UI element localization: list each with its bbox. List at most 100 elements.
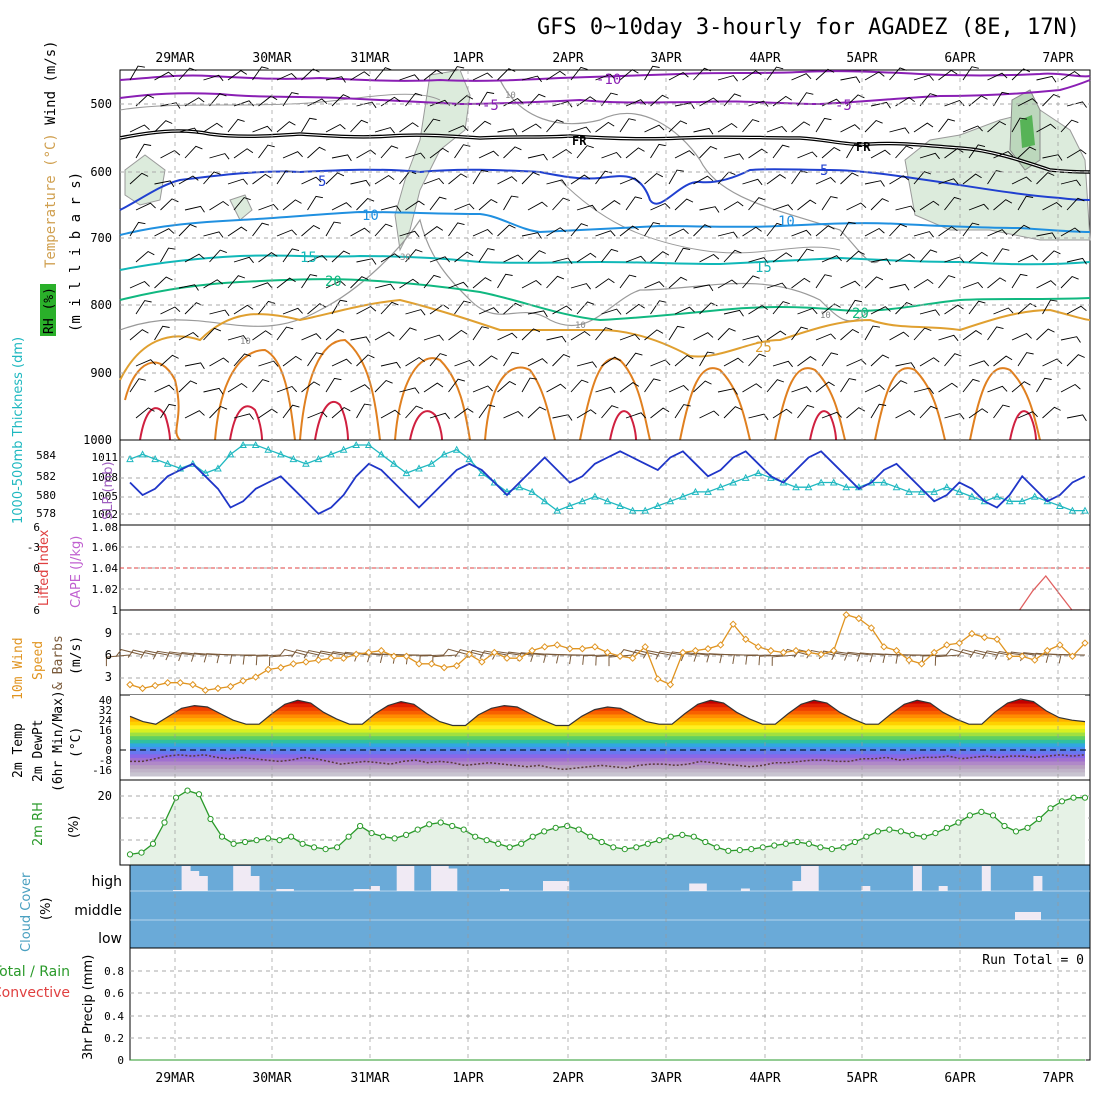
upper-barb-98 [619, 118, 636, 133]
upper-barb-352 [160, 306, 181, 315]
upper-barb-451 [674, 354, 694, 367]
thickness-marker-0 [126, 455, 134, 463]
upper-barb-327 [497, 273, 513, 289]
upper-barb-332 [619, 274, 637, 289]
upper-barb-360 [356, 305, 377, 315]
upper-barb-89 [399, 122, 419, 133]
upper-barb-123 [282, 151, 303, 159]
upper-barb-4 [227, 70, 248, 81]
wind10-tick-2: 3 [105, 670, 112, 684]
rh2m-marker-60 [817, 844, 824, 851]
wind-speed-marker-63 [917, 660, 926, 668]
label-temp-neg5a: -5 [482, 98, 499, 114]
rh2m-marker-51 [713, 844, 720, 851]
freezing-contour-inner [119, 130, 1091, 173]
upper-barb-479 [399, 387, 420, 394]
upper-barb-528 [650, 407, 670, 419]
upper-barb-234 [129, 221, 146, 237]
wind10-barb-17 [316, 650, 344, 660]
slp-tick-1: 1008 [92, 471, 119, 484]
date-label-top-0: 29MAR [155, 51, 194, 66]
upper-barb-434 [258, 360, 279, 367]
temp-band-18 [130, 765, 1085, 770]
upper-barb-60 [650, 94, 669, 107]
wind-speed-marker-72 [1031, 656, 1039, 664]
cloud-high-bar-8 [198, 876, 208, 891]
thickness-marker-48 [729, 478, 738, 486]
upper-barb-474 [276, 385, 298, 393]
rh-shade-5 [124, 154, 166, 206]
upper-barb-279 [282, 248, 300, 263]
upper-barb-263 [840, 221, 856, 237]
upper-barb-280 [307, 254, 328, 263]
upper-barb-5 [252, 66, 269, 81]
label-temp-10b: 10 [778, 214, 795, 230]
rh2m-tick-0: 20 [98, 789, 112, 803]
upper-barb-476 [325, 377, 342, 393]
date-label-top-7: 5APR [846, 51, 877, 66]
thickness-marker-31 [515, 483, 524, 491]
date-label-bottom-5: 3APR [650, 1071, 681, 1086]
upper-barb-292 [601, 248, 619, 263]
upper-barb-258 [717, 231, 738, 239]
cloud-high-bar-43 [500, 889, 509, 891]
cloud-high-bar-91 [912, 866, 922, 891]
label-rh-10c: 10 [820, 311, 831, 321]
upper-barb-55 [527, 93, 546, 107]
upper-barb-201 [282, 199, 302, 211]
wind10-barb-52 [758, 654, 784, 666]
upper-barb-431 [184, 362, 205, 370]
thickness-marker-20 [377, 450, 386, 458]
upper-barb-357 [282, 307, 303, 315]
thickness-marker-47 [716, 483, 725, 491]
temp-band-11 [130, 739, 1085, 744]
rh2m-label: 2m RH [31, 802, 46, 846]
rh-contour-4 [559, 179, 841, 254]
upper-barb-136 [601, 151, 622, 159]
date-label-top-3: 1APR [452, 51, 483, 66]
wind-speed-marker-40 [628, 654, 637, 662]
upper-barb-448 [601, 356, 621, 367]
cloud-high-bar-36 [439, 866, 449, 891]
wind-speed-marker-44 [679, 648, 687, 657]
label-temp-20a: 20 [325, 274, 342, 290]
upper-barb-257 [693, 224, 712, 237]
upper-barb-309 [1017, 254, 1038, 263]
upper-barb-6 [276, 72, 297, 81]
upper-barb-543 [1017, 411, 1038, 419]
upper-barb-465 [1017, 352, 1034, 367]
upper-barb-146 [846, 143, 862, 159]
upper-barb-441 [429, 353, 447, 367]
thickness-marker-21 [390, 459, 398, 467]
upper-barb-165 [350, 179, 371, 187]
thickness-marker-28 [477, 469, 486, 477]
upper-barb-335 [693, 284, 714, 292]
cloud-high-bar-35 [431, 866, 441, 891]
upper-barb-377 [772, 301, 790, 315]
rh-contour-2 [499, 79, 881, 264]
thickness-marker-34 [553, 506, 562, 514]
thickness-marker-44 [679, 492, 687, 500]
temp2m-tick-3: 16 [99, 724, 112, 737]
upper-barb-456 [797, 356, 817, 367]
temp-band-12 [130, 743, 1085, 748]
upper-barb-107 [840, 124, 861, 133]
cloud-high-bar-85 [861, 886, 871, 891]
upper-barb-518 [405, 405, 423, 419]
upper-barb-70 [895, 96, 915, 107]
pressure-tick-1000: 1000 [83, 433, 112, 447]
upper-barb-93 [497, 128, 518, 136]
upper-barb-436 [307, 352, 324, 367]
rh2m-marker-37 [552, 824, 559, 831]
wind-speed-marker-62 [905, 656, 913, 664]
rh2m-marker-3 [161, 819, 168, 826]
upper-barb-444 [503, 351, 519, 367]
upper-barb-494 [766, 379, 785, 393]
label-rh-10b: 10 [575, 321, 586, 331]
upper-barb-189 [938, 178, 959, 185]
upper-barb-485 [546, 383, 567, 393]
upper-barb-463 [968, 360, 990, 367]
thickness-marker-65 [942, 483, 951, 491]
temp-band-14 [130, 750, 1085, 755]
